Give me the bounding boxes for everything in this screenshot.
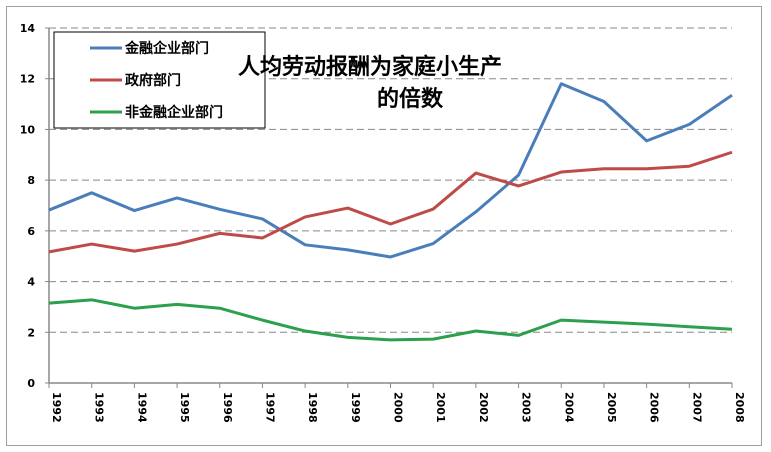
x-tick-label: 1993	[93, 392, 106, 423]
series-lines	[48, 82, 733, 342]
x-tick-label: 2007	[690, 392, 703, 423]
y-tick-label: 14	[20, 22, 36, 35]
legend-label: 非金融企业部门	[125, 104, 223, 121]
legend-box	[53, 31, 266, 129]
y-tick-label: 0	[27, 377, 35, 390]
x-tick-label: 1994	[135, 392, 148, 423]
x-tick-label: 2005	[605, 392, 618, 423]
x-tick-label: 2008	[733, 392, 746, 423]
x-tick-label: 2004	[562, 392, 575, 423]
y-tick-label: 10	[20, 123, 36, 136]
chart-title-line-1: 人均劳动报酬为家庭小生产	[238, 54, 502, 80]
chart-title-line-2: 的倍数	[377, 86, 444, 112]
chart-frame	[6, 6, 762, 446]
x-tick-label: 2001	[434, 392, 447, 423]
series-line-1	[48, 150, 733, 254]
y-tick-label: 2	[27, 326, 35, 339]
x-tick-label: 1996	[221, 392, 234, 423]
gridlines	[49, 27, 732, 333]
y-tick-label: 6	[27, 225, 35, 238]
x-tick-label: 1998	[306, 392, 319, 423]
x-tick-label: 2006	[648, 392, 661, 423]
axes	[45, 27, 733, 388]
x-tick-label: 1999	[349, 392, 362, 423]
x-tick-label: 2002	[477, 392, 490, 423]
y-tick-label: 12	[20, 73, 35, 86]
x-tick-label: 1992	[50, 392, 63, 423]
y-tick-label: 4	[27, 276, 35, 289]
y-tick-label: 8	[27, 174, 35, 187]
x-tick-label: 1997	[263, 392, 276, 423]
tick-labels: 0 2 4 6 8 10 12 14 1992 1993 1994 1995 1996 1997 1998 1…	[20, 22, 746, 423]
x-tick-label: 2000	[392, 392, 405, 423]
x-tick-label: 1995	[178, 392, 191, 423]
legend-label: 政府部门	[125, 72, 181, 89]
x-tick-label: 2003	[520, 392, 533, 423]
legend-label: 金融企业部门	[124, 40, 209, 57]
series-line-2	[48, 298, 733, 342]
